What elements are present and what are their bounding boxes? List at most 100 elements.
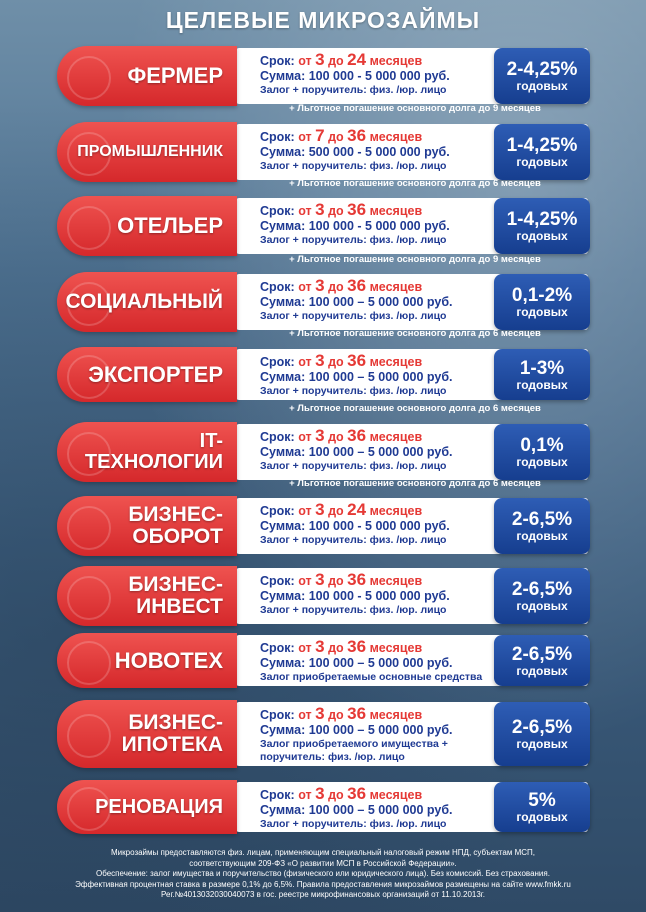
product-icon [67,132,111,176]
term-unit: месяцев [369,355,423,369]
term-label: Срок: [260,788,295,802]
term-unit: месяцев [369,280,423,294]
product-name-pill: НОВОТЕХ [57,633,237,688]
term-label: Срок: [260,355,295,369]
rate-value: 2-6,5% [511,643,573,665]
rate-badge: 2-6,5% годовых [494,702,590,766]
term-line: Срок: от 3 до 36 месяцев [260,637,482,656]
product-terms: Срок: от 7 до 36 месяцев Сумма: 500 000 -… [260,126,450,173]
rate-unit: годовых [516,155,568,169]
product-terms: Срок: от 3 до 36 месяцев Сумма: 100 000 –… [260,276,453,323]
term-to: до [328,54,344,68]
term-max: 24 [347,500,367,519]
rate-value: 1-4,25% [506,209,578,230]
term-min: 7 [315,126,325,145]
rate-unit: годовых [516,79,568,93]
term-from: от [298,788,312,802]
term-from: от [298,708,312,722]
product-terms: Срок: от 3 до 36 месяцев Сумма: 100 000 -… [260,200,450,247]
term-min: 3 [315,570,325,589]
rate-badge: 2-4,25% годовых [494,48,590,104]
term-to: до [328,574,344,588]
rate-value: 0,1% [520,435,564,456]
collateral-line: Залог + поручитель: физ. /юр. лицо [260,460,447,472]
term-max: 36 [347,704,367,723]
rate-badge: 0,1-2% годовых [494,274,590,330]
collateral-line: Залог приобретаемого имущества + поручит… [260,738,448,763]
product-terms: Срок: от 3 до 36 месяцев Сумма: 100 000 –… [260,427,453,473]
product-terms: Срок: от 3 до 36 месяцев Сумма: 100 000 –… [260,704,453,764]
product-name-pill: СОЦИАЛЬНЫЙ [57,272,237,332]
product-terms: Срок: от 3 до 36 месяцев Сумма: 100 000 -… [260,570,450,617]
grace-period-note: + Льготное погашение основного долга до … [289,403,541,414]
sum-line: Сумма: 100 000 – 5 000 000 руб. [260,803,453,817]
term-label: Срок: [260,280,295,294]
rate-badge: 1-4,25% годовых [494,198,590,254]
term-to: до [328,204,344,218]
term-from: от [298,130,312,144]
term-to: до [328,641,344,655]
rate-value: 1-3% [519,357,565,379]
collateral-line: Залог + поручитель: физ. /юр. лицо [260,234,447,246]
sum-line: Сумма: 100 000 - 5 000 000 руб. [260,589,450,603]
collateral-line: Залог + поручитель: физ. /юр. лицо [260,604,447,616]
term-unit: месяцев [369,641,423,655]
term-to: до [328,708,344,722]
term-unit: месяцев [369,708,423,722]
sum-line: Сумма: 100 000 – 5 000 000 руб. [260,723,453,737]
product-name: ЭКСПОРТЕР [88,361,223,387]
footer-line: Рег.№4013032030040073 в гос. реестре мик… [161,890,485,899]
term-line: Срок: от 3 до 24 месяцев [260,50,450,69]
term-to: до [328,130,344,144]
term-label: Срок: [260,204,295,218]
sum-line: Сумма: 100 000 – 5 000 000 руб. [260,656,453,670]
product-terms: Срок: от 3 до 24 месяцев Сумма: 100 000 -… [260,50,450,97]
product-name: IT- ТЕХНОЛОГИИ [84,430,223,473]
term-from: от [298,204,312,218]
collateral-line: Залог + поручитель: физ. /юр. лицо [260,818,447,830]
term-min: 3 [315,351,325,370]
product-icon [67,506,111,550]
term-min: 3 [315,276,325,295]
term-unit: месяцев [369,788,423,802]
term-min: 3 [315,200,325,219]
rate-badge: 0,1% годовых [494,424,590,480]
term-min: 3 [315,704,325,723]
term-label: Срок: [260,504,295,518]
rate-badge: 2-6,5% годовых [494,568,590,624]
rate-unit: годовых [516,455,568,469]
term-max: 36 [347,637,367,656]
rate-badge: 1-3% годовых [494,349,590,400]
product-terms: Срок: от 3 до 36 месяцев Сумма: 100 000 –… [260,351,453,398]
term-line: Срок: от 3 до 36 месяцев [260,704,453,723]
product-name-pill: ОТЕЛЬЕР [57,196,237,256]
collateral-line: Залог + поручитель: физ. /юр. лицо [260,310,447,322]
term-label: Срок: [260,430,295,444]
term-from: от [298,54,312,68]
rate-unit: годовых [516,377,568,392]
term-unit: месяцев [369,504,423,518]
product-name-pill: БИЗНЕС- ИНВЕСТ [57,566,237,626]
grace-period-note: + Льготное погашение основного долга до … [289,478,541,489]
product-icon [67,56,111,100]
term-max: 36 [347,351,367,370]
term-min: 3 [315,50,325,69]
product-icon [67,354,111,399]
footer-line: Обеспечение: залог имущества и поручител… [96,869,550,878]
term-label: Срок: [260,574,295,588]
rate-unit: годовых [516,810,568,824]
grace-period-note: + Льготное погашение основного долга до … [289,328,541,339]
grace-period-note: + Льготное погашение основного долга до … [289,254,541,265]
term-from: от [298,641,312,655]
footer-line: Микрозаймы предоставляются физ. лицам, п… [111,848,535,857]
sum-line: Сумма: 100 000 - 5 000 000 руб. [260,219,450,233]
product-name: НОВОТЕХ [114,647,223,673]
term-min: 3 [315,784,325,803]
product-name: РЕНОВАЦИЯ [95,795,223,818]
rate-unit: годовых [516,737,568,751]
collateral-line: Залог + поручитель: физ. /юр. лицо [260,385,447,397]
footer-line: соответствующим 209-ФЗ «О развитии МСП в… [189,858,457,868]
product-name-pill: ЭКСПОРТЕР [57,347,237,402]
product-name-pill: БИЗНЕС- ИПОТЕКА [57,700,237,768]
product-icon [67,206,111,250]
